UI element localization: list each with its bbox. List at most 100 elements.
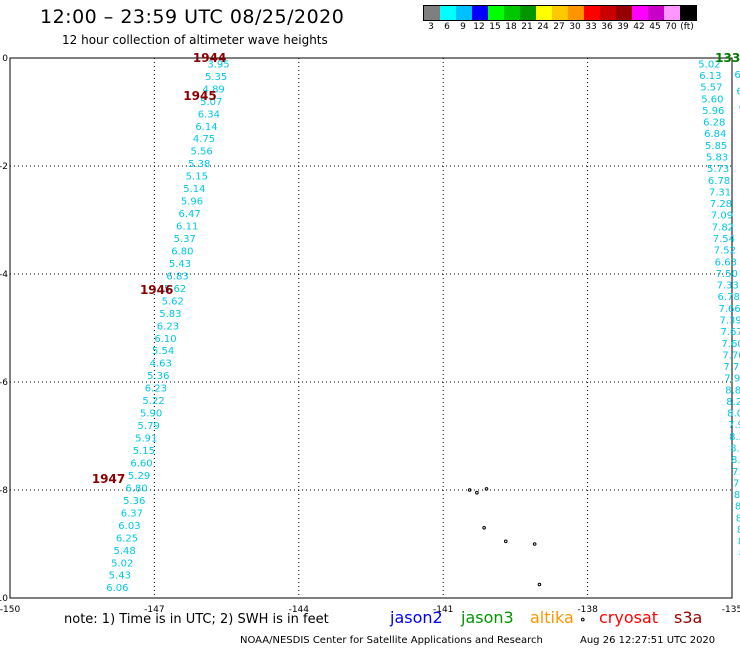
- legend-swatch: [456, 6, 472, 20]
- legend-label: (ft): [680, 22, 694, 32]
- east-track-swh-value: 5.73: [707, 164, 729, 175]
- legend-label: 42: [633, 22, 645, 32]
- west-track-swh-value: 6.37: [121, 508, 143, 519]
- west-track-swh-value: 5.15: [133, 446, 155, 457]
- island-outline: [503, 539, 508, 544]
- east-track-swh-value: 6.28: [703, 118, 725, 129]
- pass-time-label: 1944: [193, 51, 226, 65]
- west-track-swh-value: 4.63: [150, 359, 172, 370]
- west-track-swh-value: 6.47: [178, 209, 200, 220]
- east-track-swh-value: 8.24: [730, 444, 740, 455]
- east-track-swh-value: 7.70: [722, 350, 740, 361]
- legend-label: 36: [601, 22, 613, 32]
- east-track-swh-value: 6.78: [718, 292, 740, 303]
- west-track-swh-value: 6.10: [154, 334, 176, 345]
- east-track-swh-value: 7.50: [716, 269, 738, 280]
- west-track-swh-value: 5.37: [174, 234, 196, 245]
- west-track-swh-value: 6.80: [126, 483, 148, 494]
- latitude-tick-label: -4: [0, 270, 8, 280]
- legend-label: 3: [428, 22, 434, 32]
- east-track-swh-value: 8.4: [738, 537, 740, 548]
- west-track-swh-value: 5.48: [113, 546, 135, 557]
- west-track-swh-value: 5.38: [188, 159, 210, 170]
- east-track-swh-value: 7.28: [710, 199, 732, 210]
- east-track-swh-value: 7.86: [733, 478, 740, 489]
- east-track-swh-value: 5.83: [706, 153, 728, 164]
- east-track-swh-value: 7.33: [717, 281, 739, 292]
- west-track-swh-value: 5.22: [142, 396, 164, 407]
- east-track-swh-value: 7.90: [728, 420, 740, 431]
- west-track-swh-value: 5.90: [140, 409, 162, 420]
- satellite-altika: altika: [530, 608, 574, 627]
- east-track-swh-value: 8.03: [727, 409, 740, 420]
- latitude-tick-label: -8: [0, 486, 8, 496]
- island-outline: [467, 488, 472, 492]
- legend-label: 24: [537, 22, 549, 32]
- east-track-swh-value: 8.0: [737, 525, 740, 536]
- east-track-swh-value: 5.85: [705, 141, 727, 152]
- west-track-swh-value: 6.34: [198, 109, 220, 120]
- west-track-swh-value: 5.43: [169, 259, 191, 270]
- east-track-swh-value: 7.60: [721, 339, 740, 350]
- west-track-swh-value: 5.96: [181, 197, 203, 208]
- east-track-swh-value: 7.82: [712, 222, 734, 233]
- east-track-swh-value: 7.31: [709, 187, 731, 198]
- pass-time-label: 1947: [92, 472, 125, 486]
- page-title: 12:00 – 23:59 UTC 08/25/2020: [40, 6, 345, 28]
- east-track-swh-value: 6.73: [734, 70, 740, 81]
- west-track-swh-value: 5.56: [191, 147, 213, 158]
- west-track-swh-value: 6.83: [166, 271, 188, 282]
- west-track-swh-value: 6.06: [106, 583, 128, 594]
- island-outline: [532, 542, 537, 546]
- legend-label: 30: [569, 22, 581, 32]
- east-track-swh-value: 7.66: [719, 304, 740, 315]
- east-track-swh-value: 5.02: [698, 59, 720, 70]
- west-track-swh-value: 6.23: [145, 384, 167, 395]
- west-track-swh-value: 5.91: [135, 434, 157, 445]
- legend-swatch: [520, 6, 536, 20]
- east-track-swh-value: 6.81: [737, 86, 740, 97]
- legend-label: 12: [473, 22, 485, 32]
- legend-label: 21: [521, 22, 533, 32]
- credit-line: NOAA/NESDIS Center for Satellite Applica…: [240, 635, 543, 646]
- west-track-swh-value: 5.36: [123, 496, 145, 507]
- west-track-swh-value: 5.07: [200, 97, 222, 108]
- west-track-swh-value: 5.79: [138, 421, 160, 432]
- west-track-swh-value: 5.54: [152, 346, 174, 357]
- legend-label: 27: [553, 22, 565, 32]
- east-track-swh-value: 7.54: [713, 234, 735, 245]
- island-outline: [580, 617, 585, 622]
- island-outline: [537, 582, 542, 587]
- legend-swatch: [664, 6, 680, 20]
- legend-label: 18: [505, 22, 517, 32]
- pass-time-label: 1946: [140, 283, 173, 297]
- east-track-swh-value: 8.86: [725, 385, 740, 396]
- legend-swatch: [488, 6, 504, 20]
- satellite-jason3: jason3: [461, 608, 514, 627]
- west-track-swh-value: 5.43: [109, 571, 131, 582]
- legend-label: 6: [444, 22, 450, 32]
- east-track-swh-value: 6.68: [739, 103, 740, 114]
- satellite-jason2: jason2: [390, 608, 443, 627]
- west-track-swh-value: 5.62: [162, 296, 184, 307]
- island-outline: [475, 490, 479, 495]
- longitude-tick-label: -144: [289, 605, 310, 615]
- east-track-swh-value: 5.60: [701, 94, 723, 105]
- west-track-swh-value: 6.11: [176, 222, 198, 233]
- west-track-swh-value: 6.80: [171, 246, 193, 257]
- island-outline: [482, 526, 486, 530]
- legend-label: 9: [460, 22, 466, 32]
- west-track-swh-value: 6.14: [195, 122, 217, 133]
- west-track-swh-value: 6.25: [116, 533, 138, 544]
- legend-label: 15: [489, 22, 501, 32]
- legend-swatch: [536, 6, 552, 20]
- west-track-swh-value: 5.14: [183, 184, 205, 195]
- west-track-swh-value: 5.83: [159, 309, 181, 320]
- legend-swatch: [504, 6, 520, 20]
- east-track-swh-value: 8.2: [739, 548, 740, 559]
- east-track-swh-value: 7.26: [732, 467, 740, 478]
- legend-swatch: [568, 6, 584, 20]
- legend-swatch: [632, 6, 648, 20]
- color-scale-legend: [423, 5, 697, 21]
